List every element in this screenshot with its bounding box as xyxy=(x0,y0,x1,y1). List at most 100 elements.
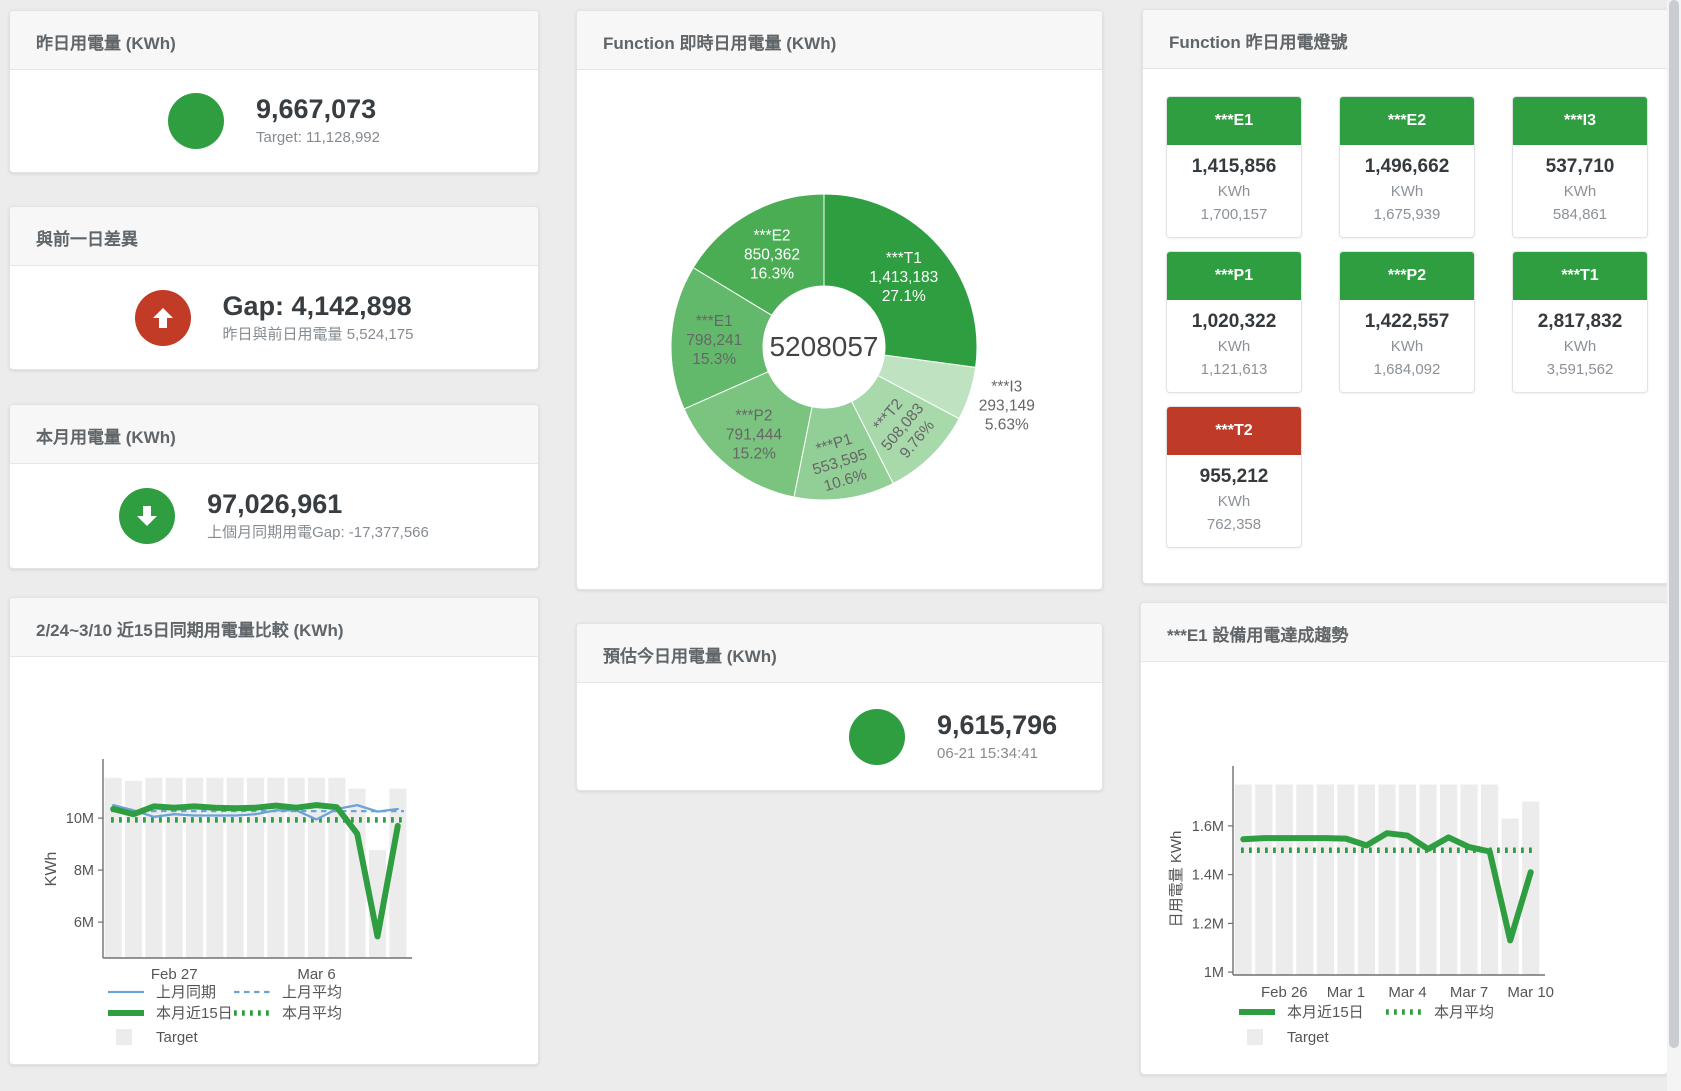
donut-label: 791,444 xyxy=(726,426,782,443)
legend-label: 本月平均 xyxy=(1434,1004,1494,1021)
light-tile-grid: ***E1 1,415,856 KWh 1,700,157 ***E2 1,496,662… xyxy=(1143,69,1668,548)
card-status-lights: Function 昨日用電燈號 ***E1 1,415,856 KWh 1,700,1… xyxy=(1142,9,1669,584)
tile-value: 2,817,832 xyxy=(1537,311,1623,332)
legend-item-2-0[interactable]: Target xyxy=(116,1029,199,1046)
card-e1-trend: ***E1 設備用電達成趨勢 1M 1.2M 1.4M 1.6M Feb 26 Mar 1… xyxy=(1140,602,1668,1075)
light-tile-t2: ***T2 955,212 KWh 762,358 xyxy=(1166,406,1302,548)
target-bar xyxy=(287,777,305,958)
tile-status-header: ***E2 xyxy=(1340,97,1474,145)
status-circle-icon xyxy=(849,708,905,765)
card-month-usage: 本月用電量 (KWh) 97,026,961 上個月同期用電Gap: -17,3… xyxy=(9,404,539,569)
y-axis-title: KWh xyxy=(43,852,60,887)
tile-value: 1,496,662 xyxy=(1364,156,1450,177)
legend-item-0-0[interactable]: 本月近15日 xyxy=(1239,1004,1364,1021)
tile-value: 1,020,322 xyxy=(1191,311,1277,332)
legend-item-1-1[interactable]: 本月平均 xyxy=(234,1005,342,1022)
target-bar xyxy=(308,777,326,958)
donut-label: ***E1 xyxy=(696,313,733,330)
card-header: 本月用電量 (KWh) xyxy=(10,405,538,464)
x-tick-label: Mar 10 xyxy=(1507,984,1554,1001)
target-bar xyxy=(145,777,163,958)
stat-body: Gap: 4,142,898 昨日與前日用電量 5,524,175 xyxy=(10,266,538,369)
gap-value: Gap: 4,142,898 xyxy=(222,290,412,321)
legend-swatch xyxy=(1247,1029,1263,1045)
up-arrow-icon xyxy=(134,289,191,346)
x-tick-label: Feb 26 xyxy=(1261,984,1308,1001)
donut-label: ***T1 xyxy=(886,250,922,267)
donut-slice-e2[interactable] xyxy=(692,193,825,317)
donut-label: 27.1% xyxy=(882,288,926,305)
legend-item-1-0[interactable]: 本月近15日 xyxy=(108,1005,233,1022)
y-tick-label: 10M xyxy=(66,811,94,827)
donut-slice-e1[interactable] xyxy=(670,266,773,410)
tile-value: 1,415,856 xyxy=(1191,156,1277,177)
card-title: 與前一日差異 xyxy=(36,230,138,249)
stat-text: 9,615,796 06-21 15:34:41 xyxy=(937,709,1057,765)
donut-slice-p2[interactable] xyxy=(683,371,813,498)
light-tile-e2: ***E2 1,496,662 KWh 1,675,939 xyxy=(1339,96,1475,238)
card-header: ***E1 設備用電達成趨勢 xyxy=(1141,603,1667,662)
card-header: Function 昨日用電燈號 xyxy=(1143,10,1668,69)
scrollbar-thumb[interactable] xyxy=(1669,0,1679,1048)
card-yesterday-usage: 昨日用電量 (KWh) 9,667,073 Target: 11,128,992 xyxy=(9,10,539,173)
target-bar xyxy=(1234,784,1252,975)
target-bar xyxy=(165,777,183,958)
donut-label: ***P2 xyxy=(735,407,772,424)
tile-target: 1,675,939 xyxy=(1373,206,1441,223)
card-title: 2/24~3/10 近15日同期用電量比較 (KWh) xyxy=(36,621,344,640)
target-bar xyxy=(1357,784,1375,975)
tile-body: 537,710 KWh 584,861 xyxy=(1513,145,1647,236)
tile-unit: KWh xyxy=(1390,183,1424,200)
tile-unit: KWh xyxy=(1563,183,1597,200)
tile-status-header: ***I3 xyxy=(1513,97,1647,145)
y-tick-label: 1.2M xyxy=(1192,916,1224,932)
y-axis-title: 日用電量 KWh xyxy=(1168,831,1185,928)
month-value: 97,026,961 xyxy=(207,489,343,519)
legend-item-0-0[interactable]: 上月同期 xyxy=(108,984,216,1001)
legend-item-0-1[interactable]: 本月平均 xyxy=(1386,1004,1494,1021)
donut-label: 15.3% xyxy=(692,351,736,368)
card-15day-comparison: 2/24~3/10 近15日同期用電量比較 (KWh) 6M 8M 10M Feb 2… xyxy=(9,597,539,1065)
card-title: ***E1 設備用電達成趨勢 xyxy=(1167,626,1349,645)
target-bar xyxy=(1296,784,1314,975)
target-bar xyxy=(206,777,224,958)
card-header: 2/24~3/10 近15日同期用電量比較 (KWh) xyxy=(10,598,538,657)
target-bar xyxy=(104,777,122,958)
donut-slice-t1[interactable] xyxy=(823,193,978,368)
tile-value: 537,710 xyxy=(1545,156,1615,177)
legend-label: 上月平均 xyxy=(282,984,342,1001)
e1-trend-chart[interactable]: 1M 1.2M 1.4M 1.6M Feb 26 Mar 1 Mar 4 Mar 7 Mar 1… xyxy=(1141,662,1669,1075)
light-tile-i3: ***I3 537,710 KWh 584,861 xyxy=(1512,96,1648,238)
stat-text: 97,026,961 上個月同期用電Gap: -17,377,566 xyxy=(207,488,429,544)
target-bar xyxy=(1337,784,1355,975)
card-title: 昨日用電量 (KWh) xyxy=(36,34,176,53)
card-title: Function 昨日用電燈號 xyxy=(1169,33,1348,52)
tile-target: 3,591,562 xyxy=(1546,361,1614,378)
x-tick-label: Mar 4 xyxy=(1388,984,1426,1001)
target-bar xyxy=(247,777,265,958)
card-header: 預估今日用電量 (KWh) xyxy=(577,624,1102,683)
realtime-usage-donut-chart[interactable]: ***T11,413,18327.1%***I3293,1495.63%***T… xyxy=(577,70,1104,590)
target-bar xyxy=(1419,784,1437,975)
down-arrow-icon xyxy=(119,488,176,544)
legend-item-1-0[interactable]: Target xyxy=(1247,1029,1330,1046)
tile-value: 1,422,557 xyxy=(1364,311,1450,332)
series-line xyxy=(110,802,401,940)
card-estimate-today: 預估今日用電量 (KWh) 9,615,796 06-21 15:34:41 xyxy=(576,623,1103,791)
y-tick-label: 8M xyxy=(74,863,94,879)
yesterday-target: Target: 11,128,992 xyxy=(256,129,380,146)
target-bar xyxy=(1460,784,1478,975)
legend-item-0-1[interactable]: 上月平均 xyxy=(234,984,342,1001)
card-title: 本月用電量 (KWh) xyxy=(36,428,176,447)
gap-sub: 昨日與前日用電量 5,524,175 xyxy=(222,325,414,343)
target-bar xyxy=(1378,784,1396,975)
series-line xyxy=(1240,830,1534,944)
estimate-timestamp: 06-21 15:34:41 xyxy=(937,744,1038,762)
target-bar xyxy=(1275,784,1293,975)
stat-body: 9,615,796 06-21 15:34:41 xyxy=(577,683,1102,790)
donut-label: 798,241 xyxy=(686,332,742,349)
page-scrollbar[interactable] xyxy=(1667,0,1681,1091)
x-tick-label: Mar 7 xyxy=(1450,984,1488,1001)
